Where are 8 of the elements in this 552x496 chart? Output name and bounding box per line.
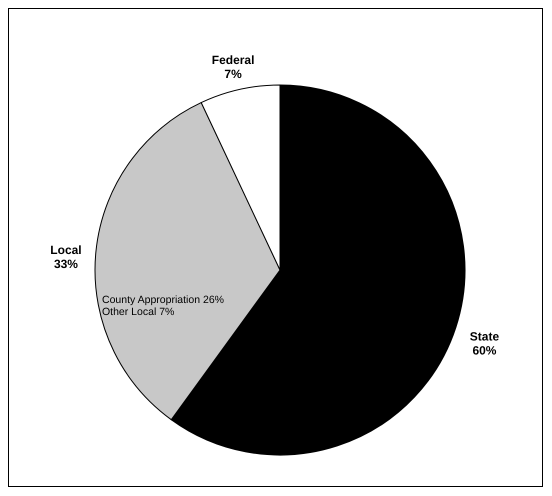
slice-label: State [470, 329, 500, 344]
data-label: 7% [224, 67, 242, 82]
slice-label: Local [50, 242, 82, 257]
slice-label: Federal [212, 53, 254, 68]
data-label: 60% [472, 343, 497, 358]
text: Other Local 7% [102, 306, 174, 318]
text: County Appropriation 26% [102, 294, 224, 306]
data-label: 33% [54, 256, 78, 271]
